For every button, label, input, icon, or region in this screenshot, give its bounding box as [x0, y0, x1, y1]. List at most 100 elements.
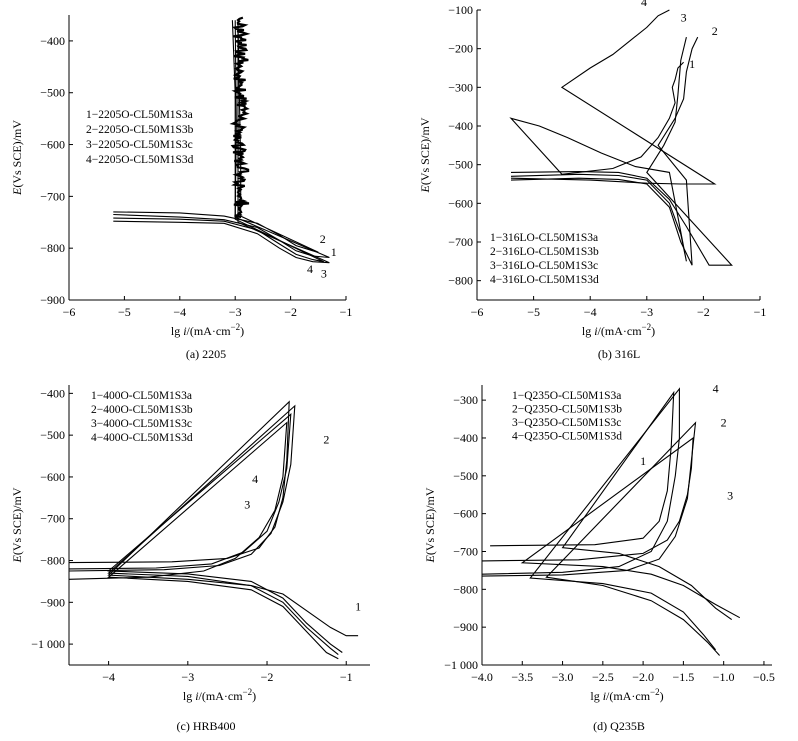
legend-entry: 2−2205O-CL50M1S3b	[86, 124, 194, 136]
curve-annotation-2: 2	[721, 416, 727, 430]
y-axis-label: E(Vs SCE)/mV	[423, 487, 437, 563]
series-line-2	[481, 421, 721, 656]
x-tick-label: −4	[173, 305, 186, 319]
curve-annotation-4: 4	[641, 0, 647, 9]
legend-entry: 2−400O-CL50M1S3b	[91, 404, 193, 416]
y-tick-label: −800	[40, 241, 65, 255]
legend-entry: 3−400O-CL50M1S3c	[91, 418, 192, 430]
x-tick-label: −2.5	[592, 670, 614, 684]
curve-annotation-3: 3	[727, 488, 733, 502]
panel-b: (b) 316L −6 −5 −4 −3 −2 −1 −800 −700 −600 −500 −40…	[418, 0, 766, 361]
x-tick-label: −3	[181, 670, 194, 684]
y-tick-label: −900	[453, 620, 478, 634]
y-axis-label: E(Vs SCE)/mV	[418, 117, 432, 193]
y-tick-label: −900	[40, 595, 65, 609]
series-line-3	[68, 413, 343, 653]
series-line-4	[490, 390, 733, 621]
x-tick-label: −3.5	[511, 670, 533, 684]
y-tick-label: −1 000	[31, 637, 65, 651]
curve-annotation-4: 4	[713, 382, 719, 396]
panel-b-caption: (b) 316L	[598, 347, 640, 361]
y-tick-label: −600	[453, 507, 478, 521]
series-line-2	[113, 20, 325, 263]
x-tick-label: −4.0	[471, 670, 493, 684]
legend-entry: 4−Q235O-CL50M1S3d	[512, 431, 622, 443]
x-tick-label: −4	[102, 670, 115, 684]
series-line-1	[509, 61, 687, 262]
curve-annotation-1: 1	[689, 57, 695, 71]
y-tick-label: −800	[40, 554, 65, 568]
curve-annotation-3: 3	[681, 11, 687, 25]
x-axis-label: lg i/(mA·cm−2)	[183, 687, 256, 703]
legend-entry: 1−2205O-CL50M1S3a	[86, 109, 193, 121]
legend-entry: 1−316LO-CL50M1S3a	[490, 232, 598, 244]
legend-entry: 2−316LO-CL50M1S3b	[490, 246, 599, 258]
y-tick-label: −800	[453, 582, 478, 596]
series-line-2	[68, 404, 339, 656]
noise-band	[229, 16, 251, 219]
series-line-4	[510, 9, 717, 185]
x-tick-label: −4	[584, 305, 597, 319]
y-tick-label: −1 000	[444, 658, 478, 672]
series-line-3	[481, 436, 741, 619]
x-tick-label: −1.0	[713, 670, 735, 684]
legend-entry: 3−2205O-CL50M1S3c	[86, 139, 193, 151]
y-tick-label: −700	[448, 235, 473, 249]
y-tick-label: −700	[40, 189, 65, 203]
curve-annotation-2: 2	[323, 433, 329, 447]
y-tick-label: −600	[448, 196, 473, 210]
x-tick-label: −5	[527, 305, 540, 319]
curve-annotation-1: 1	[640, 454, 646, 468]
x-tick-label: −6	[63, 305, 76, 319]
x-tick-label: −1	[340, 305, 353, 319]
legend-entry: 4−400O-CL50M1S3d	[91, 432, 193, 444]
legend-entry: 3−Q235O-CL50M1S3c	[512, 417, 621, 429]
y-tick-label: −600	[40, 470, 65, 484]
legend-entry: 4−316LO-CL50M1S3d	[490, 274, 599, 286]
panel-c-caption: (c) HRB400	[177, 719, 236, 733]
panel-a: (a) 2205 −6 −5 −4 −3 −2 −1 −900 −800 −700 −600 −50…	[10, 15, 352, 361]
curve-annotation-4: 4	[252, 472, 258, 486]
x-tick-label: −1.5	[672, 670, 694, 684]
series-line-4	[68, 421, 339, 660]
x-tick-label: −2	[261, 670, 274, 684]
y-tick-label: −900	[40, 293, 65, 307]
y-tick-label: −400	[40, 386, 65, 400]
x-axis-label: lg i/(mA·cm−2)	[171, 322, 244, 338]
x-axis-label: lg i/(mA·cm−2)	[590, 687, 663, 703]
series-line-1	[481, 387, 717, 651]
y-tick-label: −700	[453, 544, 478, 558]
curve-annotation-2: 2	[320, 232, 326, 246]
x-tick-label: −1	[340, 670, 353, 684]
x-tick-label: −2	[697, 305, 710, 319]
x-tick-label: −1	[754, 305, 767, 319]
y-tick-label: −600	[40, 138, 65, 152]
y-tick-label: −500	[448, 158, 473, 172]
series-line-2	[510, 36, 699, 266]
curve-annotation-3: 3	[321, 267, 327, 281]
curve-annotation-1: 1	[355, 600, 361, 614]
legend-entry: 4−2205O-CL50M1S3d	[86, 154, 194, 166]
x-tick-label: −3	[229, 305, 242, 319]
y-tick-label: −800	[448, 274, 473, 288]
x-axis-label: lg i/(mA·cm−2)	[582, 322, 655, 338]
y-tick-label: −400	[40, 34, 65, 48]
x-tick-label: −3	[640, 305, 653, 319]
y-tick-label: −100	[448, 3, 473, 17]
y-tick-label: −700	[40, 512, 65, 526]
panel-d: (d) Q235B −4.0 −3.5 −3.0 −2.5 −2.0 −1.5 −1.0 −0…	[423, 382, 775, 733]
x-tick-label: −3.0	[552, 670, 574, 684]
y-tick-label: −400	[453, 431, 478, 445]
y-tick-label: −500	[40, 86, 65, 100]
x-tick-label: −0.5	[753, 670, 775, 684]
x-tick-label: −6	[471, 305, 484, 319]
y-tick-label: −200	[448, 42, 473, 56]
curve-annotation-3: 3	[244, 497, 250, 511]
series-line-3	[510, 36, 733, 266]
x-tick-label: −2.0	[632, 670, 654, 684]
curve-annotation-2: 2	[712, 24, 718, 38]
curve-annotation-1: 1	[331, 245, 337, 259]
legend-entry: 2−Q235O-CL50M1S3b	[512, 404, 622, 416]
x-tick-label: −2	[284, 305, 297, 319]
